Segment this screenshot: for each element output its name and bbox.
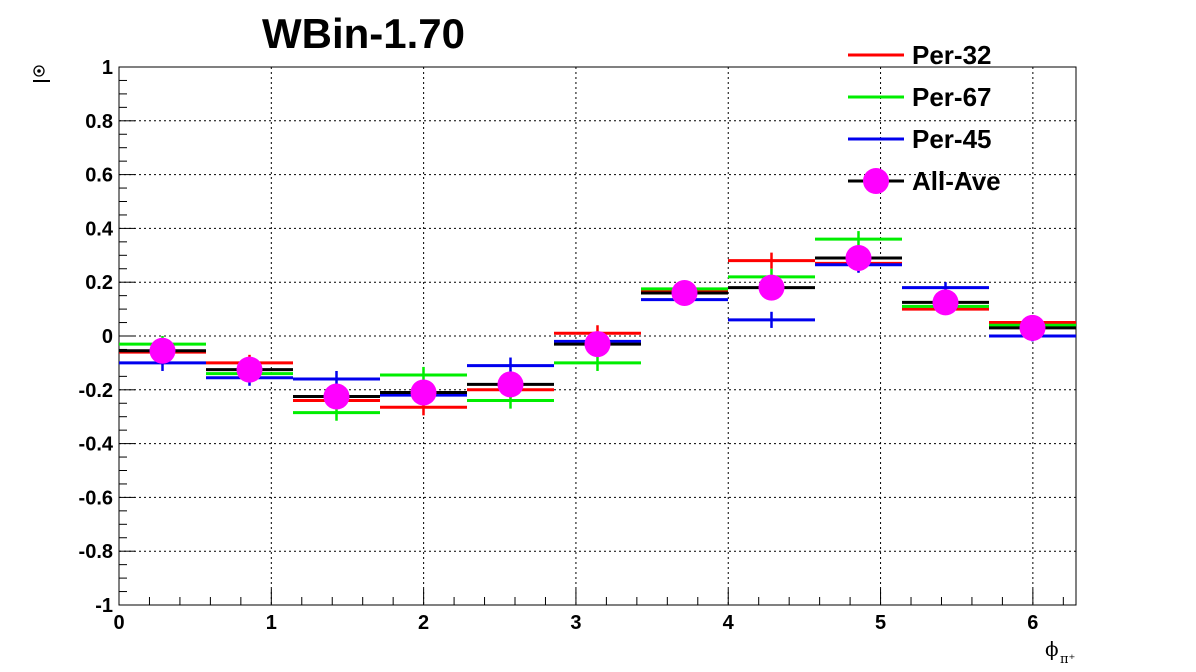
y-tick-label: 0.8 [85,111,113,133]
data-point [932,289,959,316]
legend-label: Per-32 [912,40,992,70]
y-tick-label: 0.4 [85,218,114,240]
data-point [149,337,176,364]
legend-label: Per-45 [912,124,992,154]
y-tick-label: 1 [102,57,113,79]
data-point [323,383,350,410]
data-point [584,331,611,358]
data-point [845,244,872,271]
chart-title: WBin-1.70 [262,10,465,57]
legend-swatch-marker [863,168,889,194]
x-axis-label-sub: π⁺ [1060,652,1075,667]
data-point [236,356,263,383]
y-tick-label: 0 [102,326,113,348]
legend-label: All-Ave [912,166,1001,196]
series-all-ave [119,244,1076,410]
y-axis-symbol-ring [33,65,45,77]
x-tick-label: 1 [266,612,277,634]
data-point [497,371,524,398]
x-tick-labels: 0 1 2 3 4 5 6 [113,612,1038,634]
y-tick-label: 0.6 [85,165,113,187]
y-tick-label: -0.8 [79,541,113,563]
y-tick-label: 0.2 [85,272,113,294]
x-tick-label: 0 [113,612,124,634]
x-tick-label: 5 [875,612,886,634]
y-axis-symbol-dot [37,69,41,73]
y-tick-label: -0.2 [79,380,113,402]
legend-item-per-32: Per-32 [848,40,992,70]
y-tick-label: -0.4 [79,434,114,456]
series [119,231,1076,421]
x-axis-label-main: ϕ [1045,637,1059,661]
y-tick-label: -1 [95,595,113,617]
y-tick-labels: -1 -0.8 -0.6 -0.4 -0.2 0 0.2 0.4 0.6 0.8 1 [79,57,114,617]
legend-item-per-67: Per-67 [848,82,992,112]
y-axis-label-symbol [33,65,50,82]
data-point [671,279,698,306]
y-tick-label: -0.6 [79,487,113,509]
x-tick-label: 6 [1027,612,1038,634]
x-tick-label: 2 [418,612,429,634]
x-tick-label: 4 [723,612,735,634]
axis-ticks [118,66,1064,606]
data-point [410,379,437,406]
legend-item-per-45: Per-45 [848,124,992,154]
legend-item-all-ave: All-Ave [848,166,1001,196]
data-point [1019,314,1046,341]
x-axis-label: ϕ π⁺ [1045,637,1075,667]
legend: Per-32 Per-67 Per-45 All-Ave [848,40,1001,196]
data-point [758,274,785,301]
x-tick-label: 3 [570,612,581,634]
legend-label: Per-67 [912,82,992,112]
